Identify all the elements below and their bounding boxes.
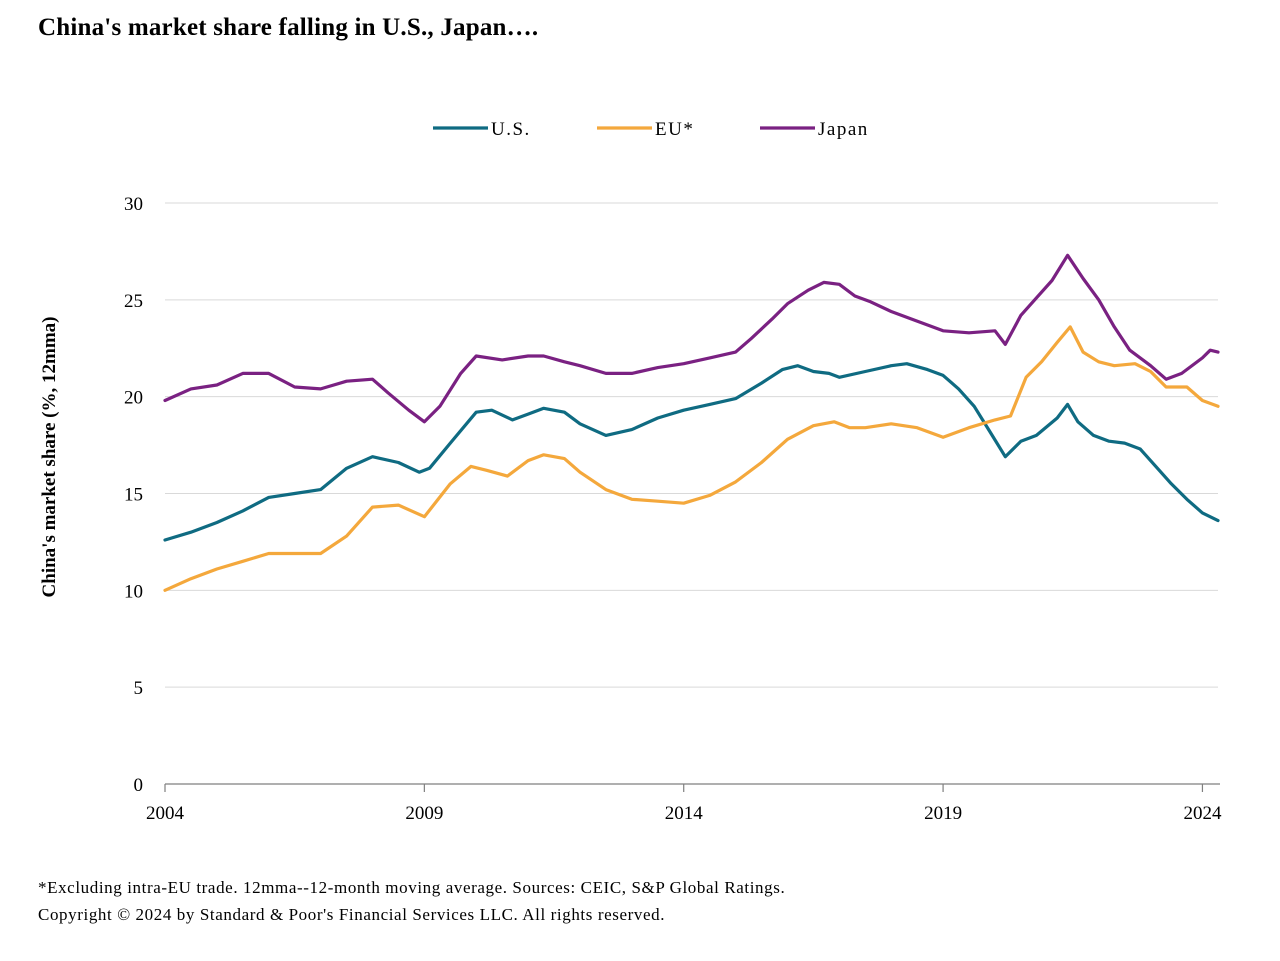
legend-label-eu: EU* bbox=[655, 119, 694, 140]
x-tick-label-2014: 2014 bbox=[665, 803, 704, 824]
series-line-eu bbox=[163, 325, 1220, 592]
x-tick-label-2009: 2009 bbox=[405, 803, 443, 824]
footnote-sources: *Excluding intra-EU trade. 12mma--12-mon… bbox=[38, 878, 786, 897]
series-line-u-s bbox=[163, 362, 1220, 542]
axes: 0 5 10 15 20 25 30 2004 2009 2014 2019 2024 bbox=[124, 194, 1222, 824]
y-tick-label-0: 0 bbox=[134, 775, 144, 796]
legend-label-japan: Japan bbox=[818, 119, 869, 140]
legend: U.S. EU* Japan bbox=[433, 119, 869, 140]
y-axis-title: China's market share (%, 12mma) bbox=[39, 317, 60, 598]
x-tick-label-2019: 2019 bbox=[924, 803, 962, 824]
y-tick-label-30: 30 bbox=[124, 194, 143, 215]
y-tick-label-20: 20 bbox=[124, 388, 143, 409]
x-tick-label-2004: 2004 bbox=[146, 803, 185, 824]
legend-label-u-s: U.S. bbox=[491, 119, 531, 140]
y-tick-label-25: 25 bbox=[124, 291, 143, 312]
chart-title: China's market share falling in U.S., Ja… bbox=[38, 14, 539, 41]
y-tick-label-10: 10 bbox=[124, 581, 143, 602]
y-tick-label-5: 5 bbox=[134, 678, 144, 699]
x-tick-label-2024: 2024 bbox=[1183, 803, 1222, 824]
series-lines bbox=[163, 253, 1220, 592]
series-line-japan bbox=[163, 253, 1220, 424]
footnote-copyright: Copyright © 2024 by Standard & Poor's Fi… bbox=[38, 905, 666, 924]
gridlines bbox=[165, 202, 1218, 688]
y-tick-label-15: 15 bbox=[124, 485, 143, 506]
